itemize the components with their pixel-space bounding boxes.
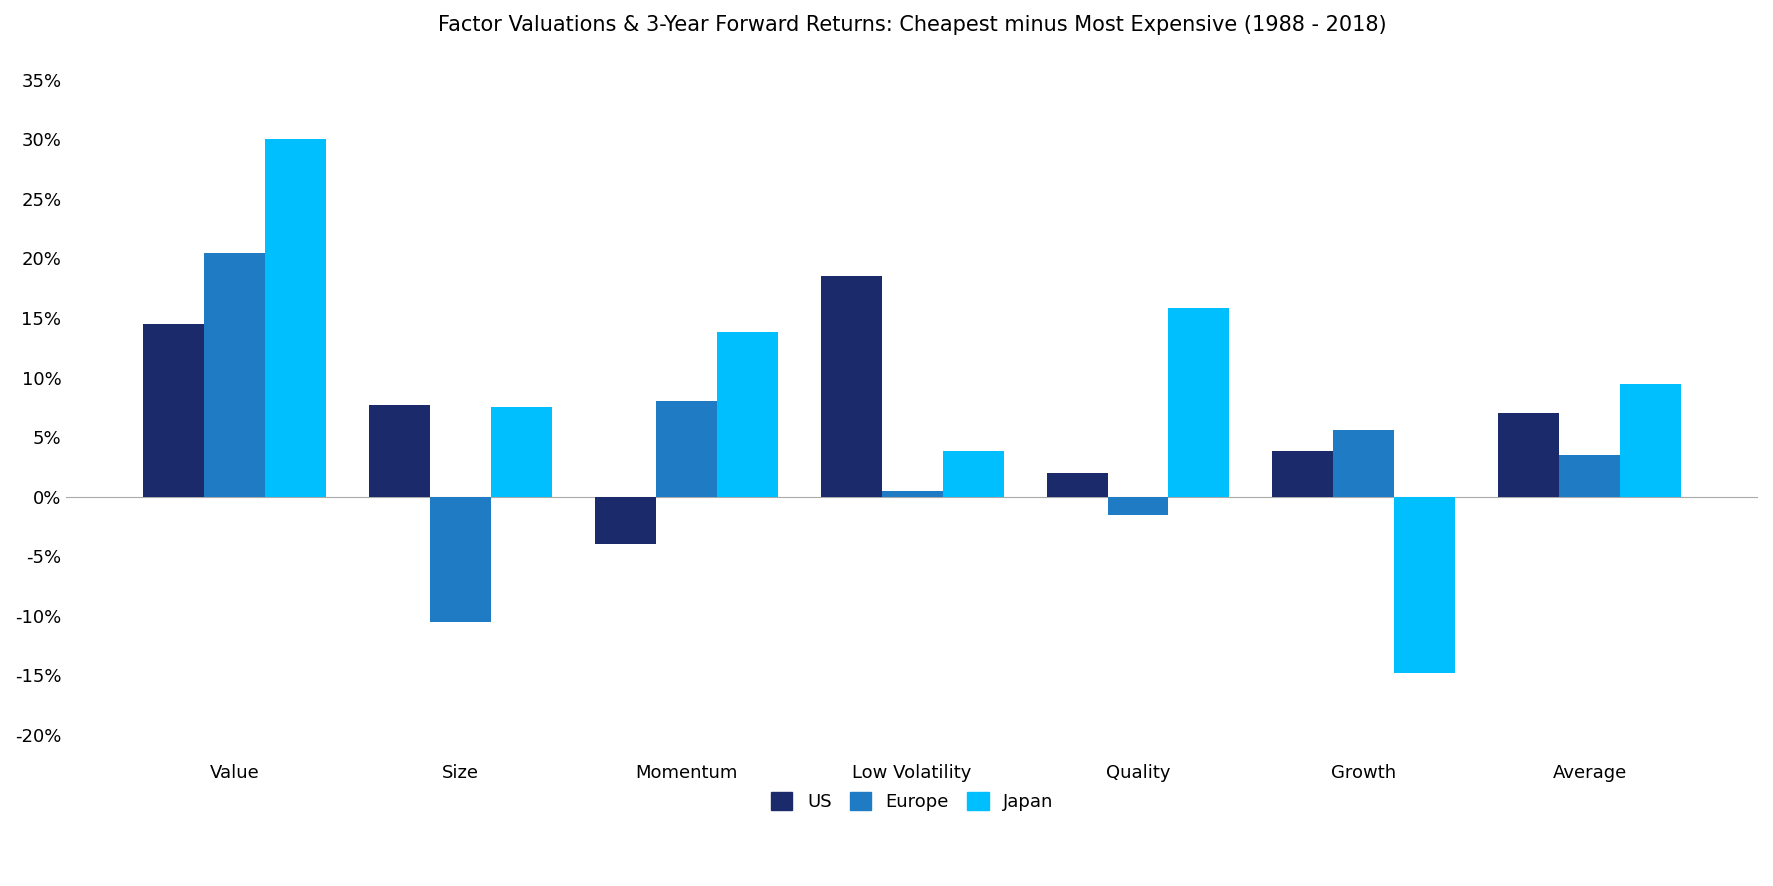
Legend: US, Europe, Japan: US, Europe, Japan [762, 782, 1062, 820]
Bar [596, 497, 656, 544]
Bar [1394, 497, 1456, 672]
Bar [1333, 430, 1394, 497]
Bar [821, 276, 881, 497]
Bar [431, 497, 491, 622]
Bar [943, 451, 1004, 497]
Bar [656, 401, 716, 497]
Bar [716, 332, 778, 497]
Bar [144, 324, 204, 497]
Bar [1108, 497, 1168, 515]
Bar [1621, 384, 1681, 497]
Bar [1046, 473, 1108, 497]
Bar [369, 405, 431, 497]
Bar [1168, 308, 1229, 497]
Bar [1498, 413, 1558, 497]
Bar [266, 139, 326, 497]
Bar [1558, 455, 1621, 497]
Bar [491, 408, 551, 497]
Title: Factor Valuations & 3-Year Forward Returns: Cheapest minus Most Expensive (1988 : Factor Valuations & 3-Year Forward Retur… [438, 15, 1386, 35]
Bar [204, 253, 266, 497]
Bar [1273, 451, 1333, 497]
Bar [881, 491, 943, 497]
